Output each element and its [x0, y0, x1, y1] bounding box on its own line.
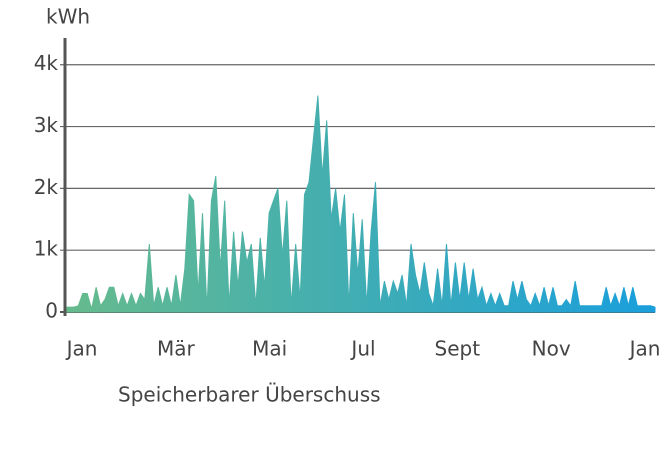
y-tick-label: 2k [34, 175, 59, 199]
x-tick-label: Jan [65, 337, 98, 361]
legend-label: Speicherbarer Überschuss [118, 383, 381, 407]
x-tick-label: Mär [157, 337, 196, 361]
y-tick-label: 3k [34, 113, 59, 137]
y-tick-label: 0 [45, 299, 58, 323]
y-tick-label: 1k [34, 237, 59, 261]
x-tick-label: Jul [349, 337, 375, 361]
x-tick-label: Jan [628, 337, 661, 361]
x-tick-label: Nov [532, 337, 571, 361]
area [64, 95, 656, 313]
x-tick-label: Mai [252, 337, 287, 361]
x-tick-label: Sept [435, 337, 481, 361]
y-tick-label: 4k [34, 51, 59, 75]
y-axis-label: kWh [46, 5, 90, 29]
